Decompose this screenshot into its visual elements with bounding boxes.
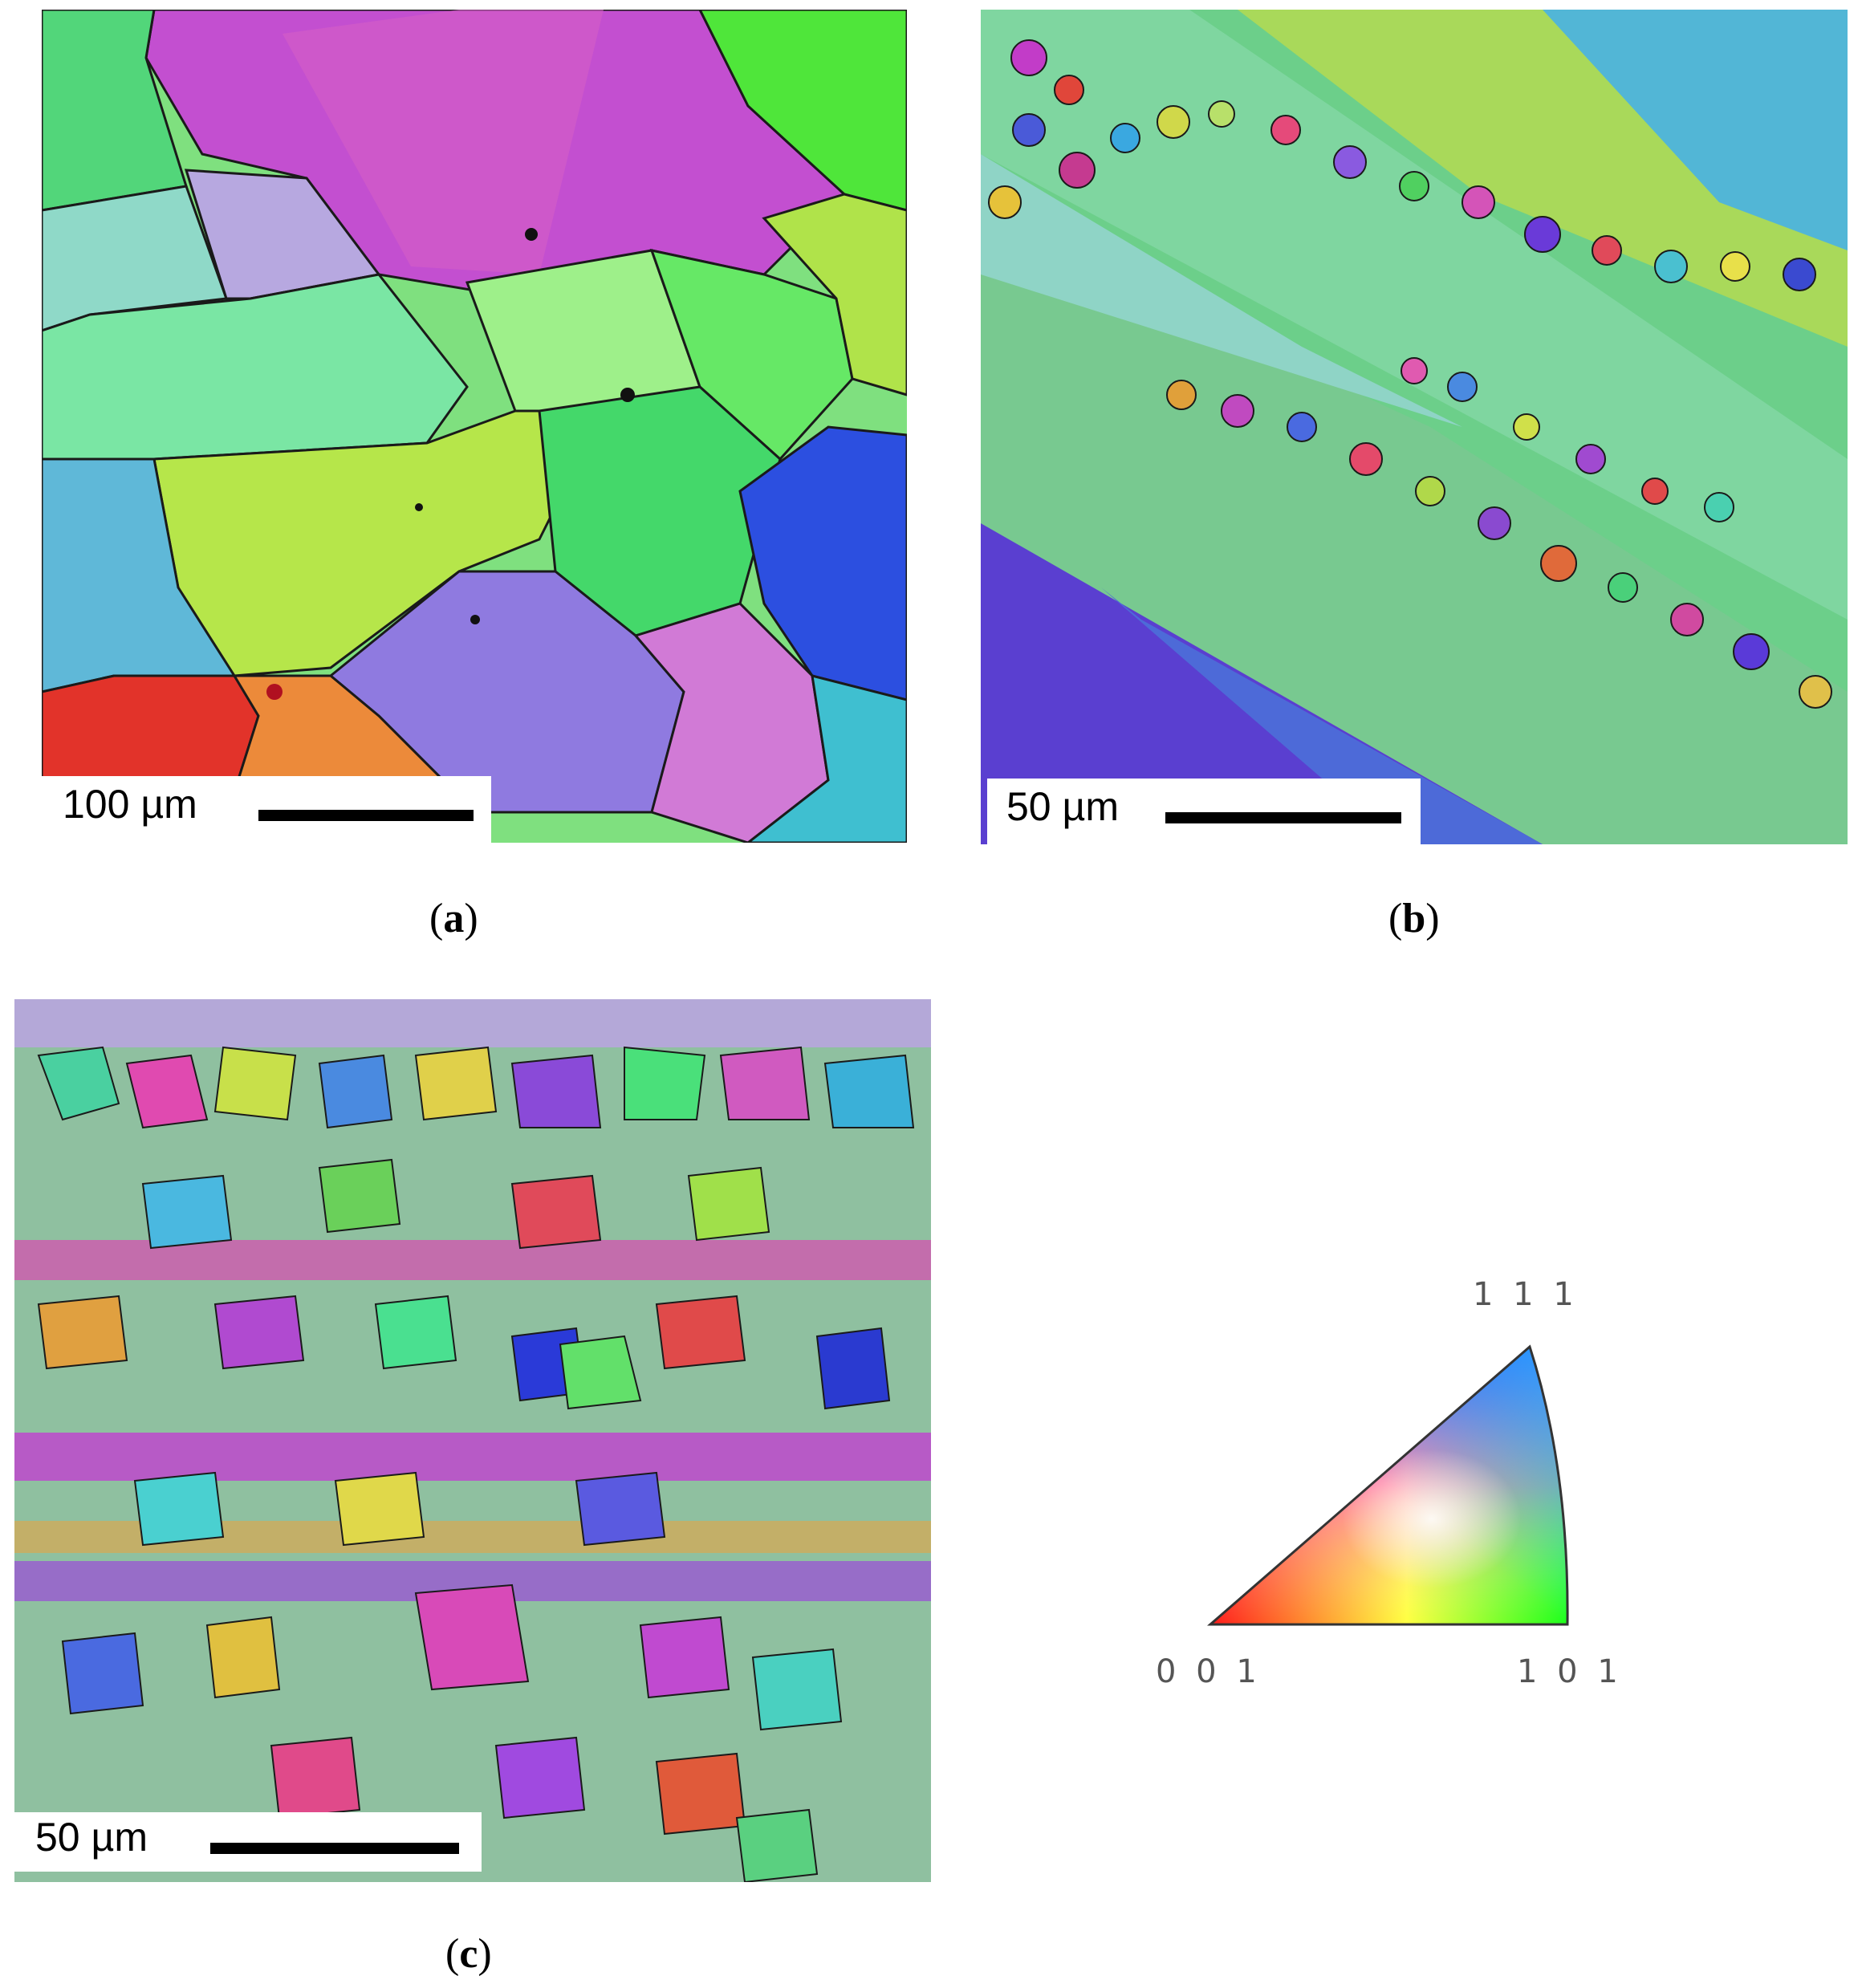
- caption-b: (b): [1388, 896, 1440, 941]
- scale-label-b: 50 µm: [1006, 784, 1119, 829]
- scale-box-a: 100 µm: [42, 776, 491, 843]
- caption-a: (a): [429, 896, 478, 941]
- ipf-triangle: [1206, 1344, 1569, 1626]
- scale-box-b: 50 µm: [987, 779, 1421, 844]
- ebsd-map-a: 100 µm: [42, 10, 907, 843]
- ebsd-map-b: 50 µm: [981, 10, 1848, 844]
- grain-map-b: [981, 10, 1848, 844]
- ebsd-map-c: 50 µm: [14, 999, 931, 1882]
- scale-bar-b: [1165, 812, 1401, 823]
- caption-c: (c): [445, 1931, 492, 1977]
- ipf-label-001: 0 0 1: [1156, 1653, 1262, 1690]
- scale-bar-a: [258, 810, 474, 821]
- grain-map-c: [14, 999, 931, 1882]
- grain-map-a: [42, 10, 907, 843]
- scale-box-c: 50 µm: [14, 1812, 482, 1872]
- ipf-label-111: 1 1 1: [1473, 1276, 1579, 1313]
- scale-label-a: 100 µm: [63, 782, 197, 827]
- ipf-label-101: 1 0 1: [1517, 1653, 1623, 1690]
- ipf-color-key: 1 1 1 0 0 1 1 0 1: [1148, 1276, 1629, 1726]
- scale-bar-c: [210, 1843, 459, 1854]
- scale-label-c: 50 µm: [35, 1815, 148, 1860]
